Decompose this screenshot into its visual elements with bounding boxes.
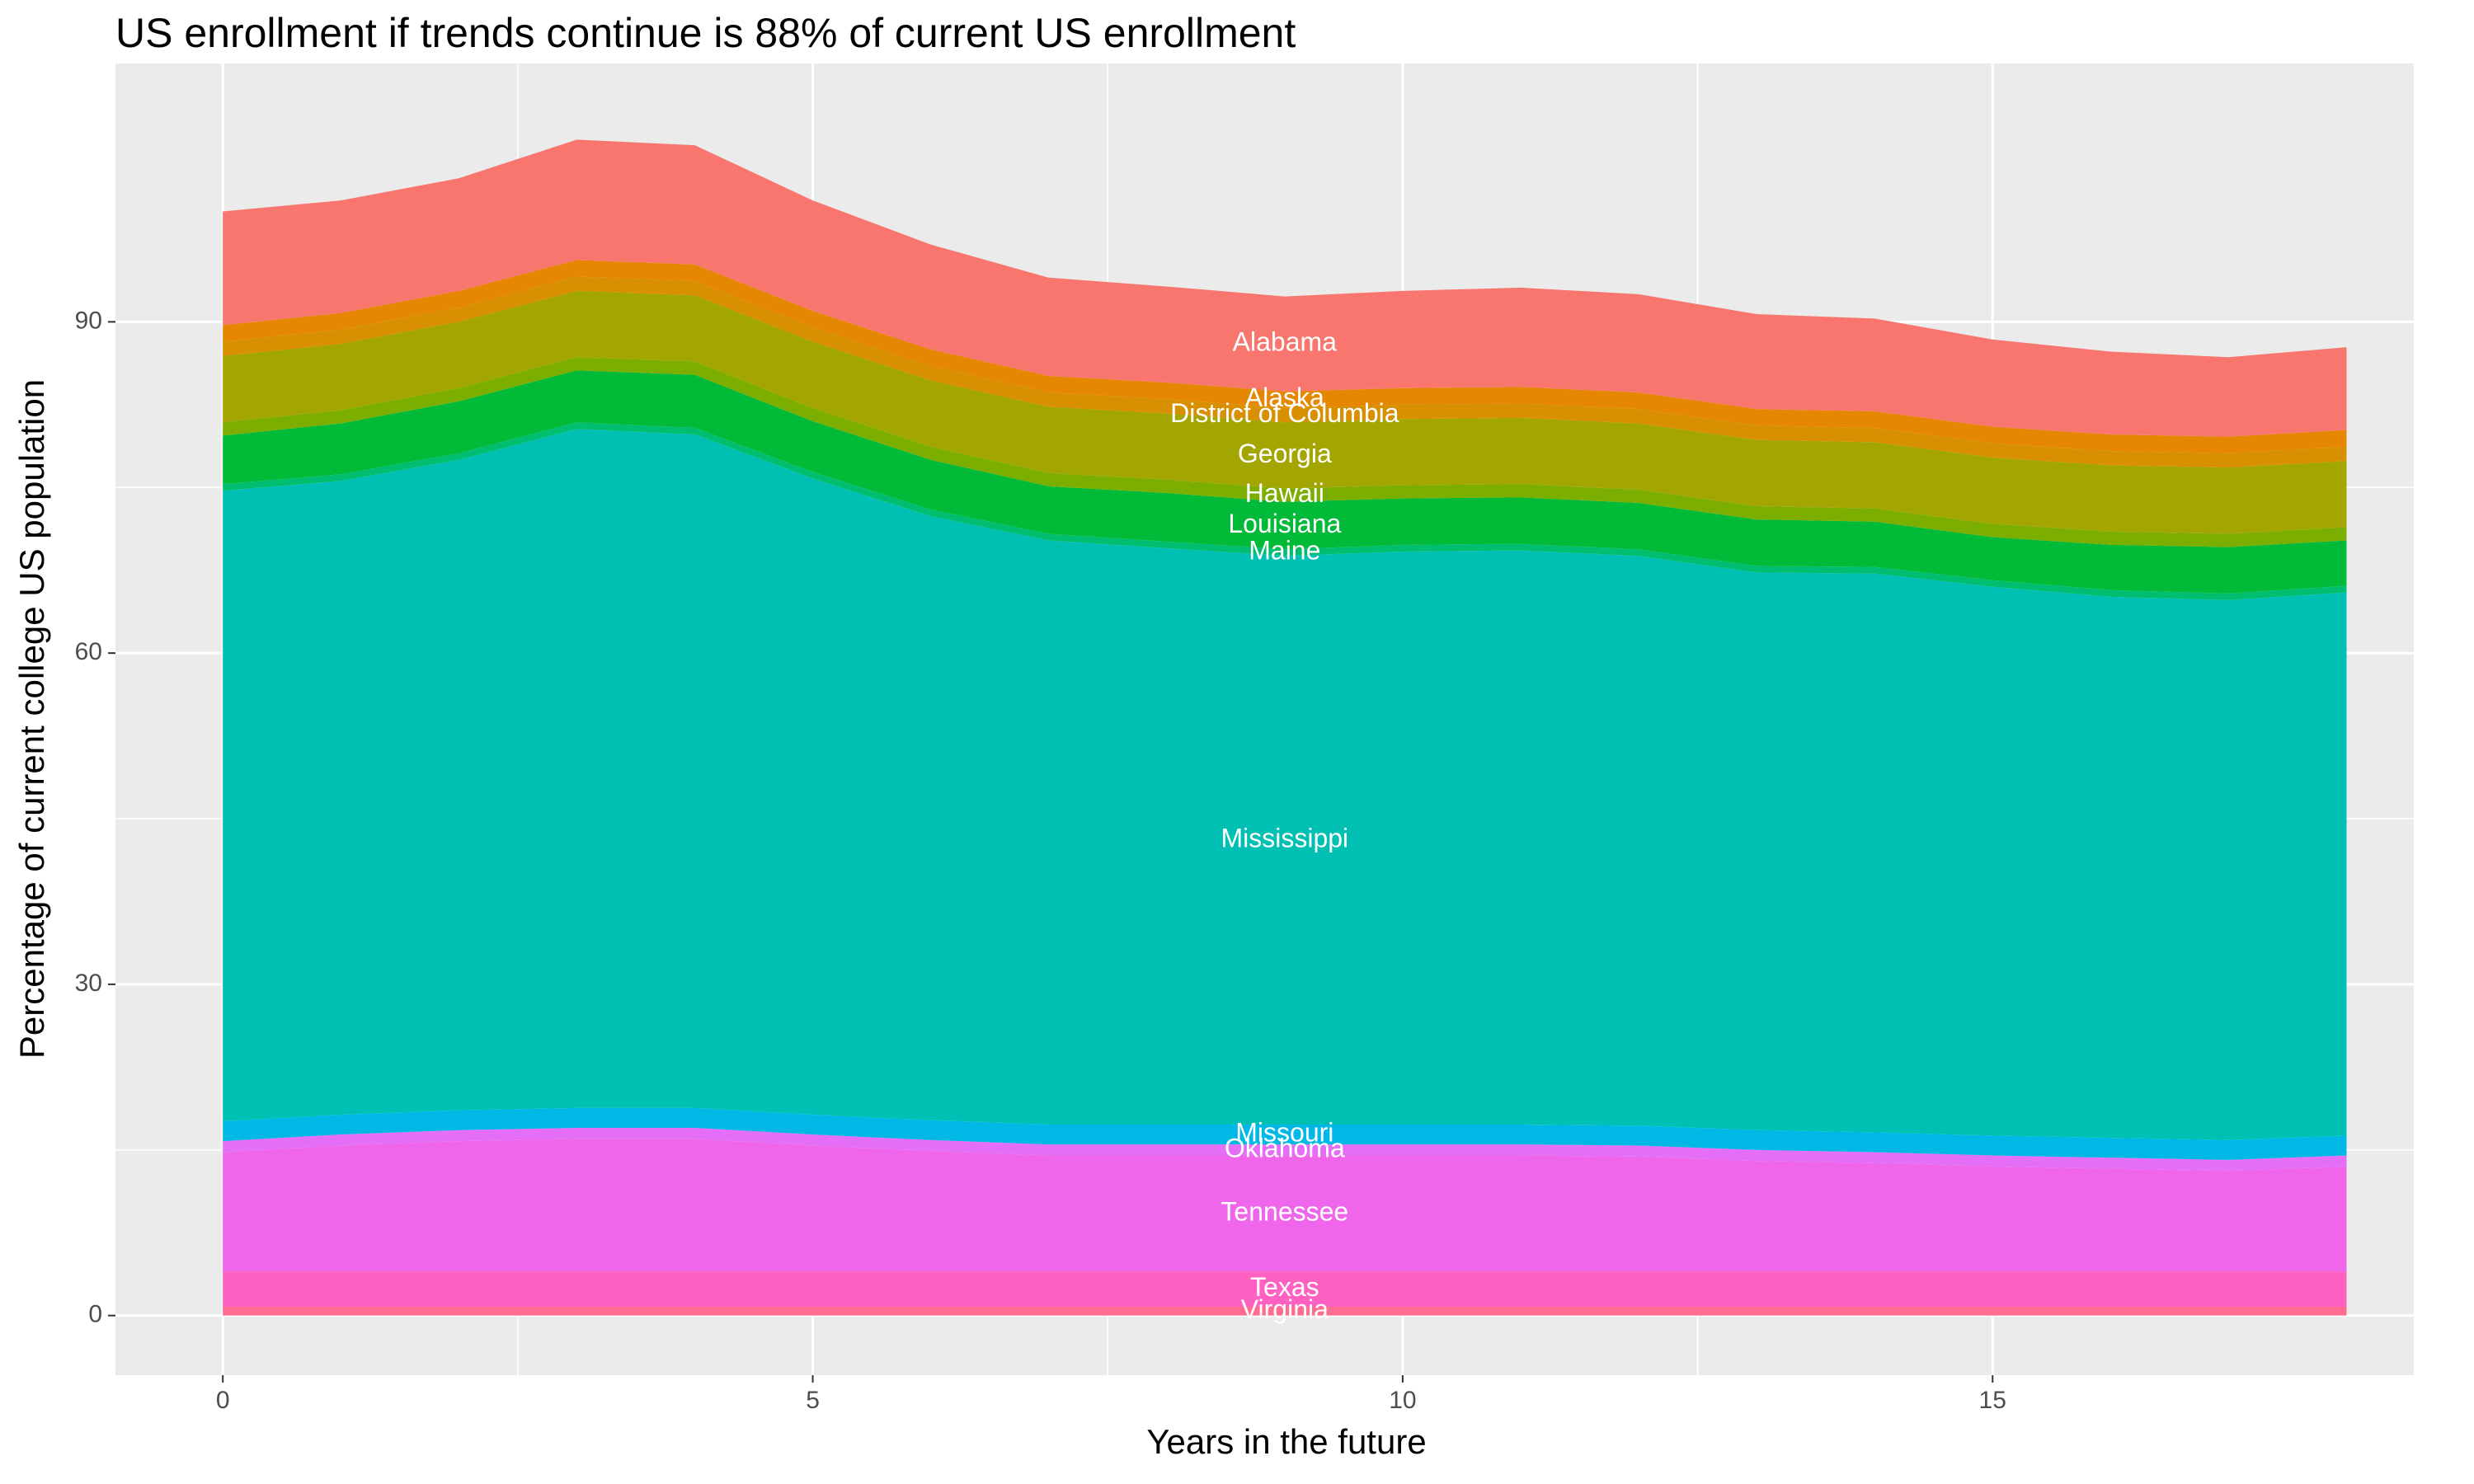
y-tick-label: 60 [75, 638, 102, 665]
area [223, 1139, 2347, 1272]
area-label: Maine [1249, 536, 1320, 566]
y-tick-label: 0 [88, 1301, 102, 1328]
x-tick-label: 0 [216, 1387, 230, 1414]
area [223, 429, 2347, 1140]
y-axis-title: Percentage of current college US populat… [12, 379, 51, 1059]
area-label: Louisiana [1228, 509, 1341, 538]
chart-title: US enrollment if trends continue is 88% … [115, 10, 1296, 56]
area-label: Missouri [1235, 1118, 1333, 1148]
y-tick-label: 30 [75, 970, 102, 997]
area [223, 139, 2347, 437]
area [223, 1271, 2347, 1307]
area-label: District of Columbia [1170, 398, 1399, 428]
area-label: Mississippi [1221, 824, 1348, 853]
area-label: Oklahoma [1225, 1133, 1345, 1162]
x-tick-label: 5 [806, 1387, 820, 1414]
area-label: Texas [1250, 1272, 1319, 1302]
x-tick-label: 10 [1389, 1387, 1416, 1414]
area-label: Tennessee [1221, 1196, 1348, 1226]
area-label: Alaska [1245, 383, 1324, 412]
area-label: Hawaii [1245, 478, 1324, 508]
area [223, 1306, 2347, 1316]
area [223, 370, 2347, 594]
area [223, 1107, 2347, 1160]
y-tick-label: 90 [75, 307, 102, 334]
area-label: Alabama [1233, 327, 1338, 357]
area-label: Virginia [1241, 1294, 1329, 1324]
area [223, 1128, 2347, 1172]
area [223, 290, 2347, 534]
area-label: Georgia [1238, 439, 1332, 468]
x-axis-title: Years in the future [1146, 1422, 1426, 1461]
x-tick-label: 15 [1979, 1387, 2006, 1414]
